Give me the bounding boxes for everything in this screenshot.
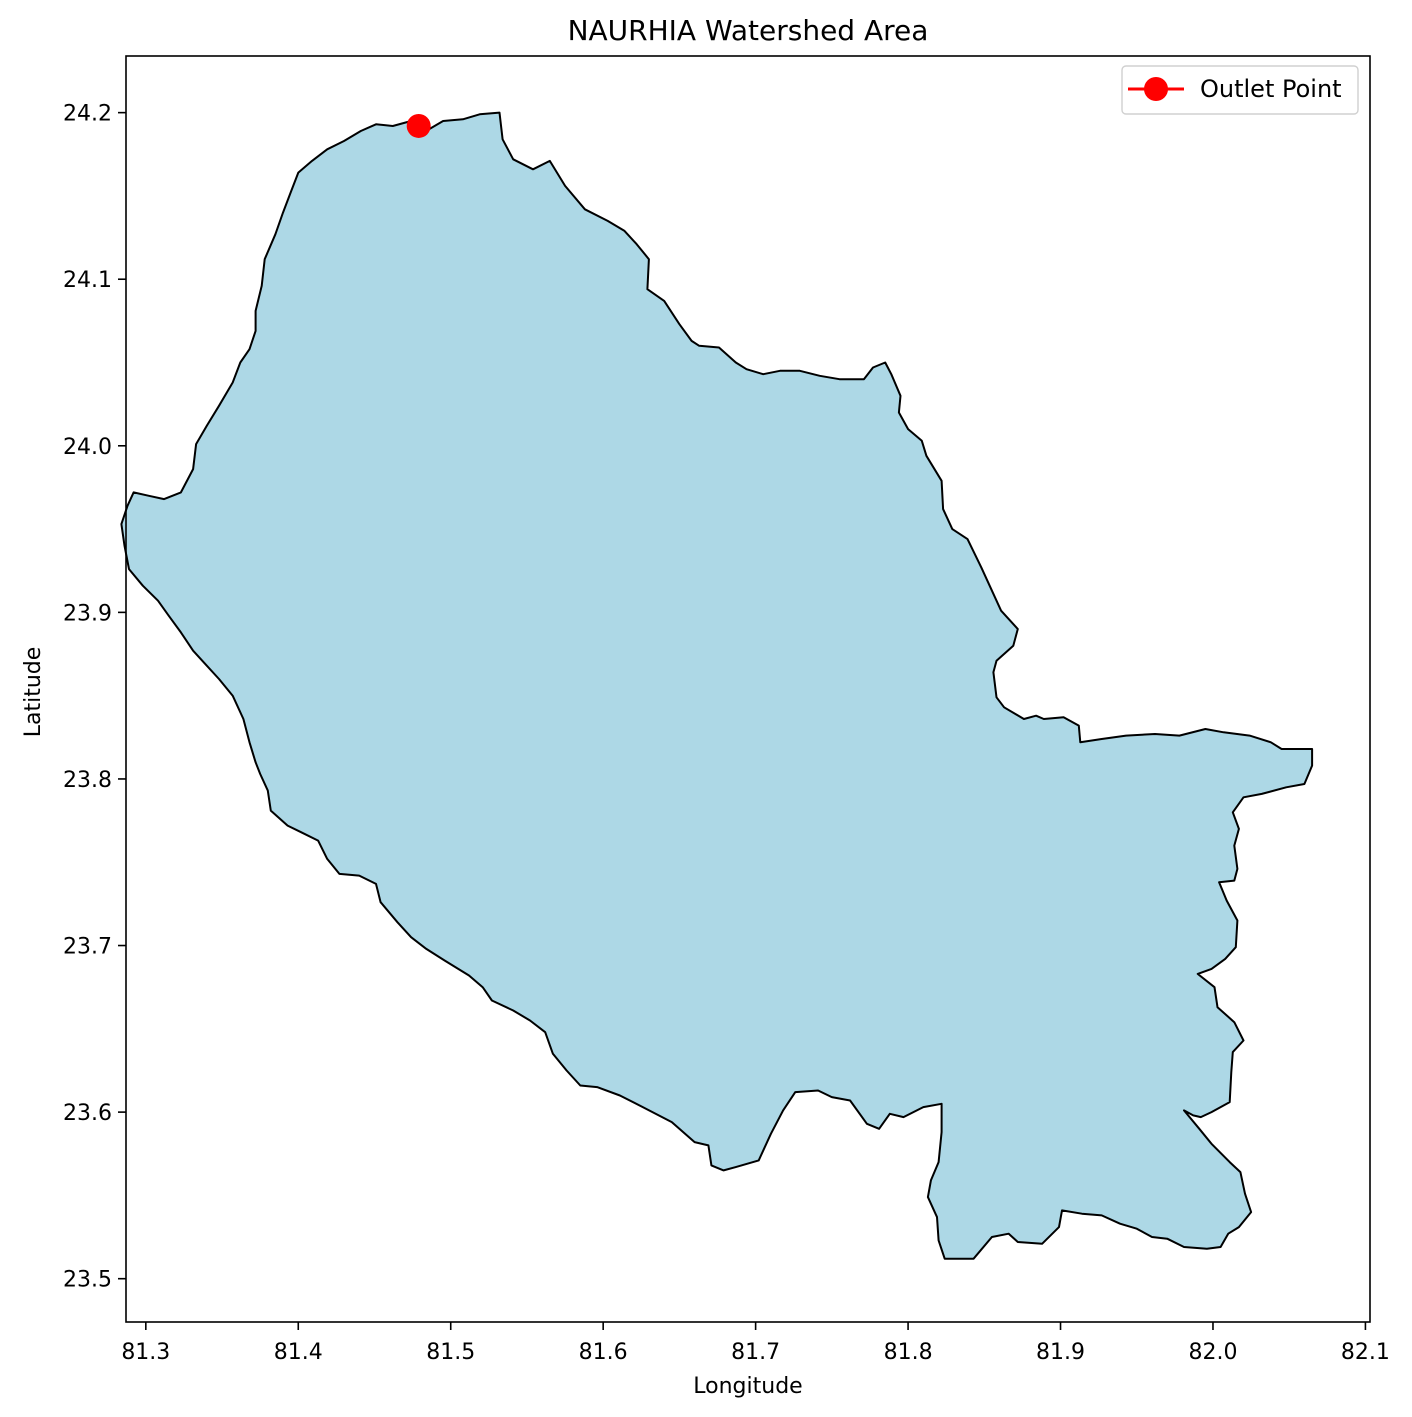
y-tick-label: 24.1	[63, 268, 112, 293]
y-tick-label: 23.9	[63, 601, 112, 626]
y-tick-label: 24.2	[63, 102, 112, 127]
x-tick-label: 81.7	[731, 1340, 780, 1365]
legend: Outlet Point	[1121, 65, 1359, 115]
y-tick-label: 23.6	[63, 1101, 112, 1126]
x-axis-ticks: 81.3 81.4 81.5 81.6 81.7 81.8 81.9 82.0 82.1	[121, 1322, 1390, 1365]
x-tick-label: 81.8	[884, 1340, 933, 1365]
y-tick-label: 23.8	[63, 768, 112, 793]
legend-box	[1121, 65, 1359, 115]
y-tick-label: 23.5	[63, 1268, 112, 1293]
x-tick-label: 82.1	[1341, 1340, 1390, 1365]
watershed-polygon	[120, 111, 1314, 1260]
y-tick-label: 24.0	[63, 435, 112, 460]
x-tick-label: 81.3	[121, 1340, 170, 1365]
x-tick-label: 81.9	[1036, 1340, 1085, 1365]
plot-area	[120, 111, 1314, 1260]
outlet-point-marker	[406, 113, 431, 138]
x-tick-label: 81.5	[426, 1340, 475, 1365]
x-tick-label: 82.0	[1188, 1340, 1237, 1365]
legend-entry-outlet-point: Outlet Point	[1200, 75, 1342, 103]
axes-frame	[125, 55, 1371, 1323]
chart-title: NAURHIA Watershed Area	[568, 14, 929, 47]
y-axis-label: Latitude	[21, 647, 46, 738]
legend-point-marker	[1144, 77, 1168, 101]
x-tick-label: 81.6	[579, 1340, 628, 1365]
y-axis-ticks: 23.5 23.6 23.7 23.8 23.9 24.0 24.1 24.2	[63, 102, 126, 1293]
x-axis-label: Longitude	[693, 1374, 802, 1399]
y-tick-label: 23.7	[63, 935, 112, 960]
x-tick-label: 81.4	[274, 1340, 323, 1365]
